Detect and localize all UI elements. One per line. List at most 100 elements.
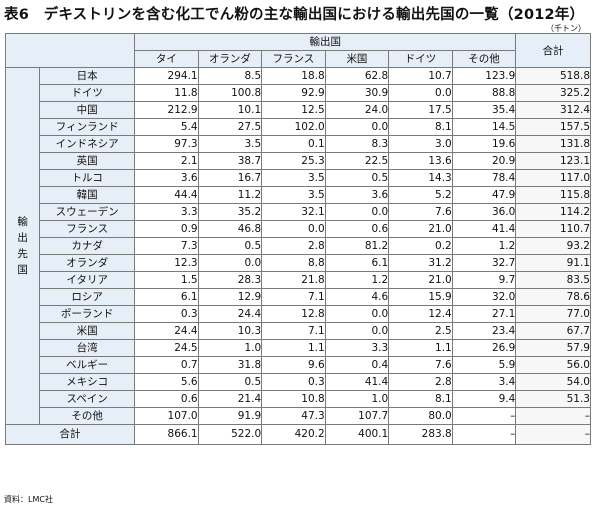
- row-label: ベルギー: [39, 356, 136, 374]
- table-cell: 3.5: [261, 169, 326, 187]
- table-cell: 8.3: [324, 135, 390, 153]
- table-cell: 21.0: [388, 271, 453, 289]
- table-cell: 1.0: [197, 339, 263, 357]
- table-cell: 0.3: [261, 373, 326, 391]
- table-cell: 24.4: [197, 305, 263, 323]
- row-label: オランダ: [39, 254, 136, 272]
- row-total-cell: 56.0: [515, 356, 591, 374]
- row-total-cell: 110.7: [515, 220, 591, 238]
- table-cell: 32.7: [451, 254, 517, 272]
- table-cell: 0.7: [134, 356, 199, 374]
- table-cell: 13.6: [388, 152, 453, 170]
- table-row: イタリア 1.5 28.3 21.8 1.2 21.0 9.7 83.5: [6, 271, 591, 289]
- table-cell: 0.2: [388, 237, 453, 255]
- table-cell: 6.1: [324, 254, 390, 272]
- row-total-cell: 312.4: [515, 101, 591, 119]
- table-cell: 32.1: [261, 203, 326, 221]
- table-cell: 8.1: [388, 118, 453, 136]
- row-label: 台湾: [39, 339, 136, 357]
- table-cell: 8.1: [388, 390, 453, 408]
- table-cell: 26.9: [451, 339, 517, 357]
- table-cell: 0.5: [197, 373, 263, 391]
- row-total-cell: 131.8: [515, 135, 591, 153]
- row-total-cell: 117.0: [515, 169, 591, 187]
- table-cell: 7.3: [134, 237, 199, 255]
- side-label-char: 輸: [17, 216, 28, 228]
- table-cell: 44.4: [134, 186, 199, 204]
- table-cell: 5.9: [451, 356, 517, 374]
- table-cell: 17.5: [388, 101, 453, 119]
- table-cell: 0.4: [324, 356, 390, 374]
- table-cell: 11.2: [197, 186, 263, 204]
- table-cell: 7.1: [261, 322, 326, 340]
- table-cell: 1.1: [388, 339, 453, 357]
- table-row: ポーランド 0.3 24.4 12.8 0.0 12.4 27.1 77.0: [6, 305, 591, 323]
- table-cell: 0.5: [197, 237, 263, 255]
- table-cell: 47.3: [261, 407, 326, 425]
- table-cell: 0.6: [134, 390, 199, 408]
- row-total-cell: 83.5: [515, 271, 591, 289]
- row-total-cell: 325.2: [515, 84, 591, 102]
- table-cell: 88.8: [451, 84, 517, 102]
- table-cell: 1.2: [451, 237, 517, 255]
- row-total-cell: 51.3: [515, 390, 591, 408]
- table-row: スウェーデン 3.3 35.2 32.1 0.0 7.6 36.0 114.2: [6, 203, 591, 221]
- table-cell: 92.9: [261, 84, 326, 102]
- table-cell: 9.4: [451, 390, 517, 408]
- table-cell: 14.3: [388, 169, 453, 187]
- header-corner: [4, 33, 136, 68]
- table-cell: 24.0: [324, 101, 390, 119]
- table-cell: 62.8: [324, 67, 390, 85]
- table-cell: 0.0: [324, 322, 390, 340]
- table-cell: 0.1: [261, 135, 326, 153]
- row-label: ポーランド: [39, 305, 136, 323]
- row-label: インドネシア: [39, 135, 136, 153]
- table-cell: 30.9: [324, 84, 390, 102]
- table-cell: 8.8: [261, 254, 326, 272]
- table-cell: 21.0: [388, 220, 453, 238]
- table-cell: 16.7: [197, 169, 263, 187]
- row-label: メキシコ: [39, 373, 136, 391]
- country-header: ドイツ: [388, 50, 453, 68]
- table-title: 表6 デキストリンを含む化工でん粉の主な輸出国における輸出先国の一覧（2012年…: [4, 7, 585, 23]
- exporting-country-header: 輸出国: [134, 33, 517, 51]
- table-cell: 5.2: [388, 186, 453, 204]
- summary-cell: 522.0: [197, 424, 263, 445]
- total-header: 合計: [515, 33, 591, 68]
- table-cell: 0.0: [324, 305, 390, 323]
- table-cell: 27.5: [197, 118, 263, 136]
- table-cell: 18.8: [261, 67, 326, 85]
- row-total-cell: 115.8: [515, 186, 591, 204]
- table-cell: 12.5: [261, 101, 326, 119]
- table-cell: 107.7: [324, 407, 390, 425]
- table-row: メキシコ 5.6 0.5 0.3 41.4 2.8 3.4 54.0: [6, 373, 591, 391]
- summary-cell: –: [451, 424, 517, 445]
- table-cell: 0.9: [134, 220, 199, 238]
- table-cell: 8.5: [197, 67, 263, 85]
- table-row: フィンランド 5.4 27.5 102.0 0.0 8.1 14.5 157.5: [6, 118, 591, 136]
- row-total-cell: 54.0: [515, 373, 591, 391]
- country-header: その他: [451, 50, 517, 68]
- table-row: カナダ 7.3 0.5 2.8 81.2 0.2 1.2 93.2: [6, 237, 591, 255]
- table-cell: 2.5: [388, 322, 453, 340]
- table-cell: 0.3: [134, 305, 199, 323]
- table-cell: 7.6: [388, 356, 453, 374]
- country-header: タイ: [134, 50, 199, 68]
- table-cell: 9.6: [261, 356, 326, 374]
- table-cell: 0.6: [324, 220, 390, 238]
- table-cell: 2.1: [134, 152, 199, 170]
- row-total-cell: 91.1: [515, 254, 591, 272]
- table-cell: 35.4: [451, 101, 517, 119]
- table-cell: 91.9: [197, 407, 263, 425]
- row-label: フィンランド: [39, 118, 136, 136]
- row-label: フランス: [39, 220, 136, 238]
- table-cell: 10.1: [197, 101, 263, 119]
- row-label: 米国: [39, 322, 136, 340]
- table-cell: 32.0: [451, 288, 517, 306]
- table-cell: 22.5: [324, 152, 390, 170]
- row-label: カナダ: [39, 237, 136, 255]
- table-cell: 0.0: [388, 84, 453, 102]
- country-header: 米国: [324, 50, 390, 68]
- table-cell: 97.3: [134, 135, 199, 153]
- table-cell: 123.9: [451, 67, 517, 85]
